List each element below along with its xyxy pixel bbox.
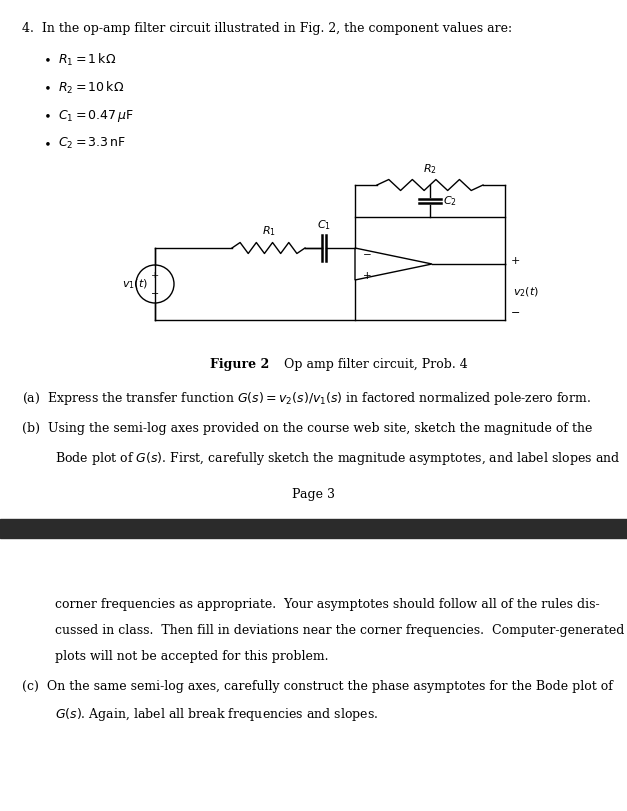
- Text: +: +: [151, 271, 159, 280]
- Text: $\bullet$: $\bullet$: [43, 108, 51, 121]
- Text: $-$: $-$: [510, 306, 520, 316]
- Text: $v_1(t)$: $v_1(t)$: [122, 277, 148, 291]
- Text: Op amp filter circuit, Prob. 4: Op amp filter circuit, Prob. 4: [272, 358, 468, 371]
- Text: corner frequencies as appropriate.  Your asymptotes should follow all of the rul: corner frequencies as appropriate. Your …: [55, 598, 599, 611]
- Text: $-$: $-$: [150, 288, 159, 297]
- Text: Page 3: Page 3: [293, 488, 335, 501]
- Text: (b)  Using the semi-log axes provided on the course web site, sketch the magnitu: (b) Using the semi-log axes provided on …: [22, 422, 593, 435]
- Text: $-$: $-$: [362, 248, 372, 258]
- Text: $R_1 = 1\,\mathrm{k}\Omega$: $R_1 = 1\,\mathrm{k}\Omega$: [58, 52, 116, 68]
- Text: $+$: $+$: [510, 255, 520, 265]
- Text: 4.  In the op-amp filter circuit illustrated in Fig. 2, the component values are: 4. In the op-amp filter circuit illustra…: [22, 22, 512, 35]
- Text: $\bullet$: $\bullet$: [43, 136, 51, 149]
- Text: $v_2(t)$: $v_2(t)$: [513, 285, 539, 298]
- Text: $R_2 = 10\,\mathrm{k}\Omega$: $R_2 = 10\,\mathrm{k}\Omega$: [58, 80, 124, 96]
- Text: $R_1$: $R_1$: [261, 224, 275, 238]
- Text: $C_1 = 0.47\,\mu\mathrm{F}$: $C_1 = 0.47\,\mu\mathrm{F}$: [58, 108, 134, 124]
- Text: $R_2$: $R_2$: [423, 162, 437, 176]
- Text: $\bullet$: $\bullet$: [43, 80, 51, 93]
- Text: $C_2 = 3.3\,\mathrm{nF}$: $C_2 = 3.3\,\mathrm{nF}$: [58, 136, 126, 151]
- Text: $C_1$: $C_1$: [317, 218, 331, 232]
- Text: plots will not be accepted for this problem.: plots will not be accepted for this prob…: [55, 650, 329, 663]
- Text: $G(s)$. Again, label all break frequencies and slopes.: $G(s)$. Again, label all break frequenci…: [55, 706, 378, 723]
- Text: (c)  On the same semi-log axes, carefully construct the phase asymptotes for the: (c) On the same semi-log axes, carefully…: [22, 680, 613, 693]
- Text: $+$: $+$: [362, 269, 372, 281]
- Text: cussed in class.  Then fill in deviations near the corner frequencies.  Computer: cussed in class. Then fill in deviations…: [55, 624, 624, 637]
- Bar: [0, 519, 627, 538]
- Text: Bode plot of $G(s)$. First, carefully sketch the magnitude asymptotes, and label: Bode plot of $G(s)$. First, carefully sk…: [55, 450, 620, 467]
- Text: (a)  Express the transfer function $G(s) = v_2(s)/v_1(s)$ in factored normalized: (a) Express the transfer function $G(s) …: [22, 390, 591, 407]
- Text: $\bullet$: $\bullet$: [43, 52, 51, 65]
- Text: Figure 2: Figure 2: [210, 358, 269, 371]
- Text: $C_2$: $C_2$: [443, 194, 457, 208]
